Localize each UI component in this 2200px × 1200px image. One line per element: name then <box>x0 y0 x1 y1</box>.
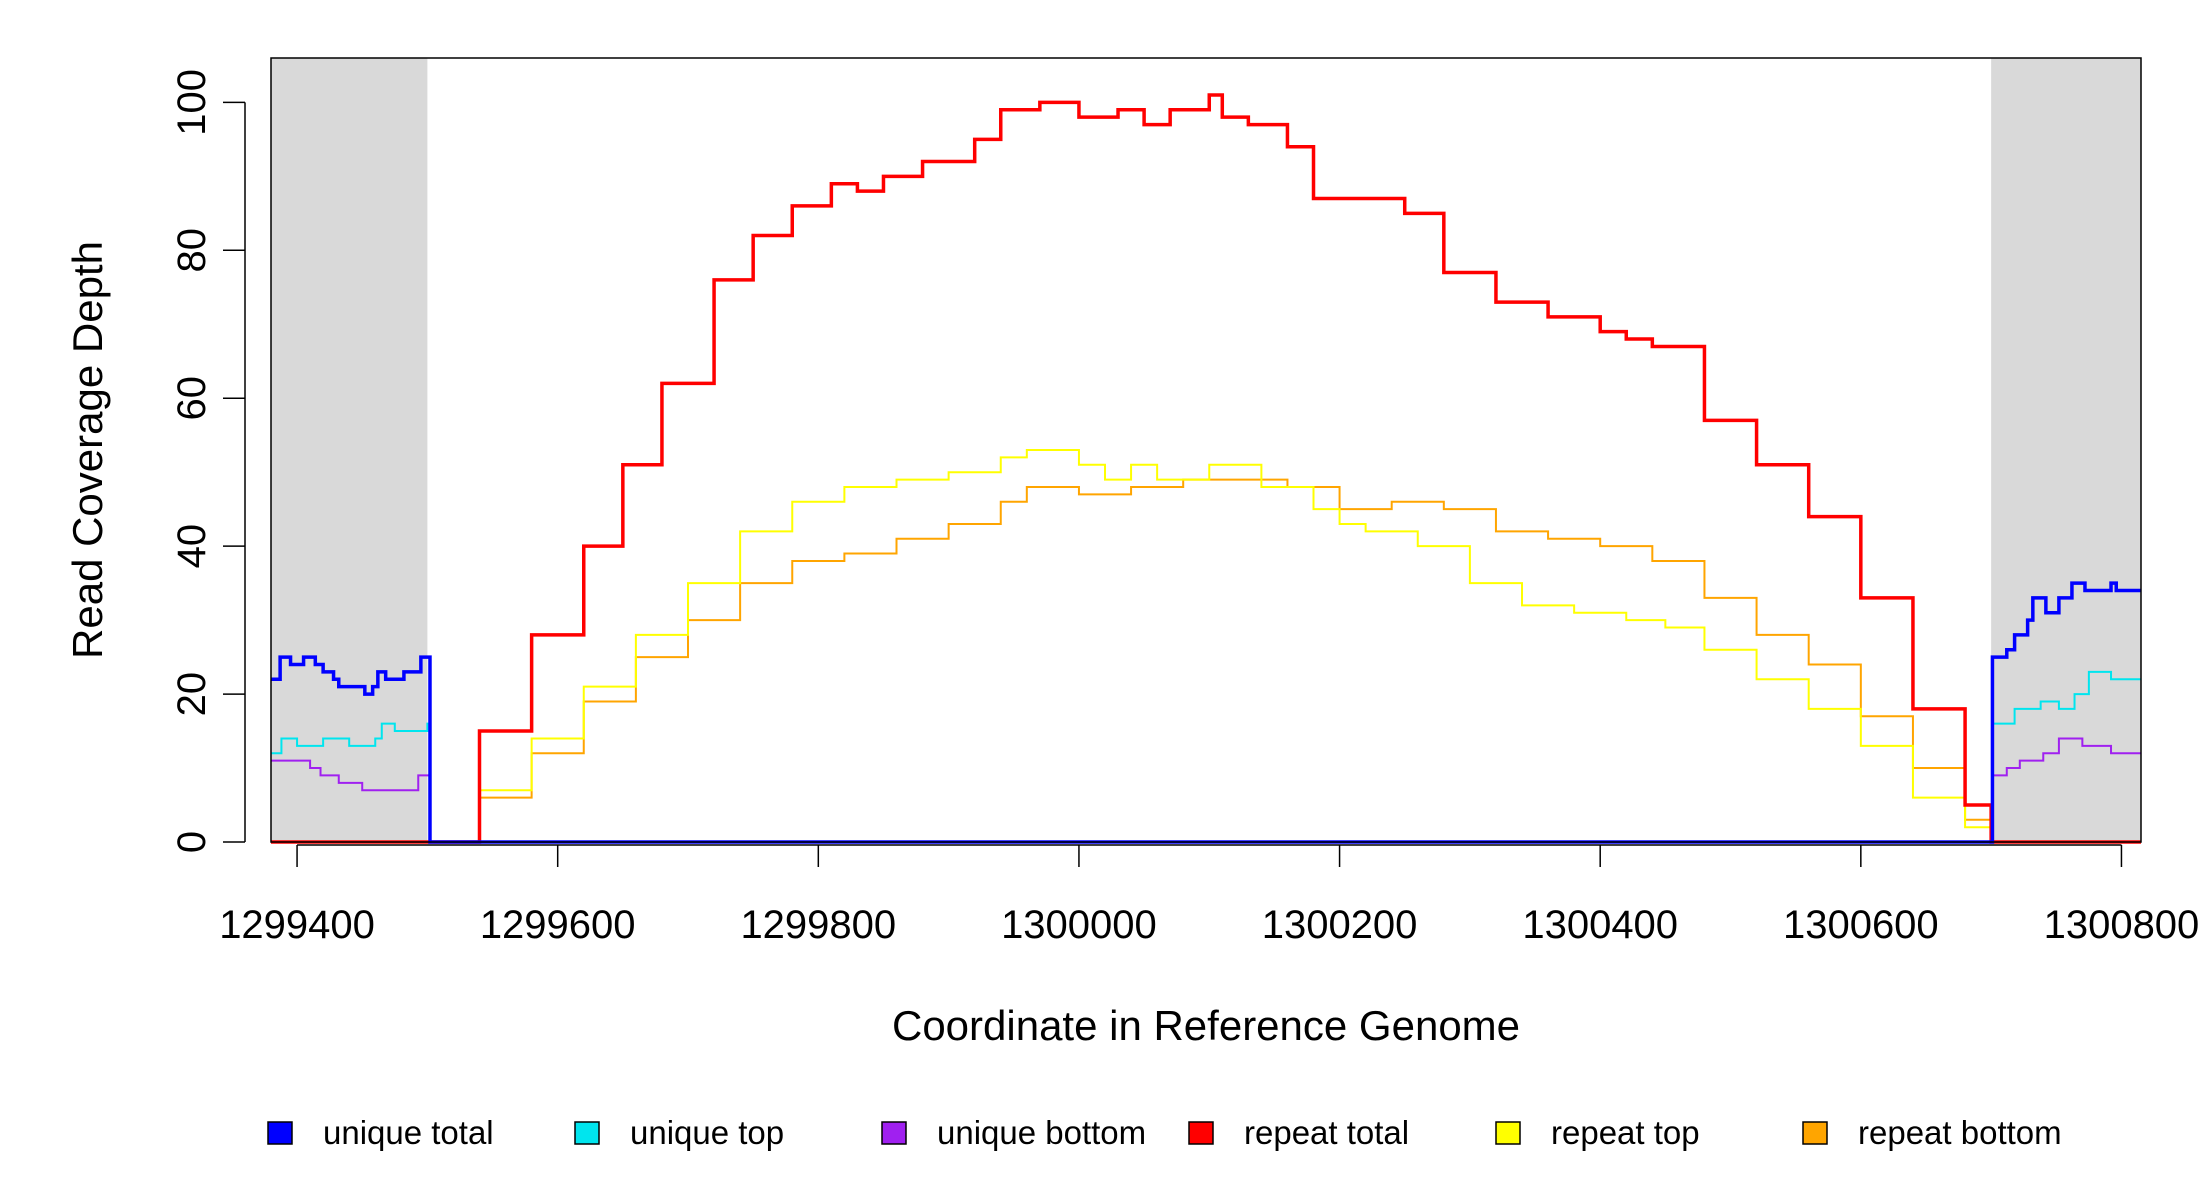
y-axis-label: Read Coverage Depth <box>64 241 111 659</box>
y-tick-label: 20 <box>170 672 214 717</box>
x-tick-label: 1300000 <box>1001 903 1157 947</box>
series-repeat-total <box>271 93 2141 844</box>
y-tick-label: 40 <box>170 524 214 569</box>
x-tick-label: 1300400 <box>1522 903 1678 947</box>
legend-label: repeat bottom <box>1858 1114 2062 1151</box>
x-axis: 1299400 1299600 1299800 1300000 1300200 13004… <box>219 844 2200 947</box>
series-unique-total <box>271 581 2141 844</box>
x-tick-label: 1300600 <box>1783 903 1939 947</box>
y-tick-label: 100 <box>170 69 214 136</box>
shaded-regions <box>271 58 2141 842</box>
legend-swatch <box>1188 1121 1214 1145</box>
legend-swatch <box>267 1121 293 1145</box>
series-lines <box>271 93 2141 844</box>
legend: unique total unique top unique bottom repea… <box>267 1114 2062 1151</box>
x-tick-label: 1299400 <box>219 903 375 947</box>
shaded-region-1 <box>1991 58 2141 842</box>
shaded-region-0 <box>271 58 428 842</box>
series-repeat-top <box>271 449 2141 843</box>
legend-label: unique top <box>630 1114 784 1151</box>
y-tick-label: 0 <box>170 831 214 853</box>
y-tick-label: 60 <box>170 376 214 421</box>
x-tick-label: 1299800 <box>740 903 896 947</box>
legend-label: unique bottom <box>937 1114 1146 1151</box>
x-tick-label: 1299600 <box>480 903 636 947</box>
legend-label: unique total <box>323 1114 494 1151</box>
x-axis-label: Coordinate in Reference Genome <box>892 1002 1520 1049</box>
legend-label: repeat total <box>1244 1114 1409 1151</box>
legend-swatch <box>1802 1121 1828 1145</box>
y-tick-label: 80 <box>170 228 214 273</box>
plot-frame <box>270 57 2142 843</box>
legend-swatch <box>1495 1121 1521 1145</box>
x-tick-label: 1300800 <box>2044 903 2200 947</box>
legend-swatch <box>574 1121 600 1145</box>
legend-label: repeat top <box>1551 1114 1700 1151</box>
legend-swatch <box>881 1121 907 1145</box>
x-tick-label: 1300200 <box>1262 903 1418 947</box>
y-axis: 0 20 40 60 80 100 <box>170 69 246 853</box>
